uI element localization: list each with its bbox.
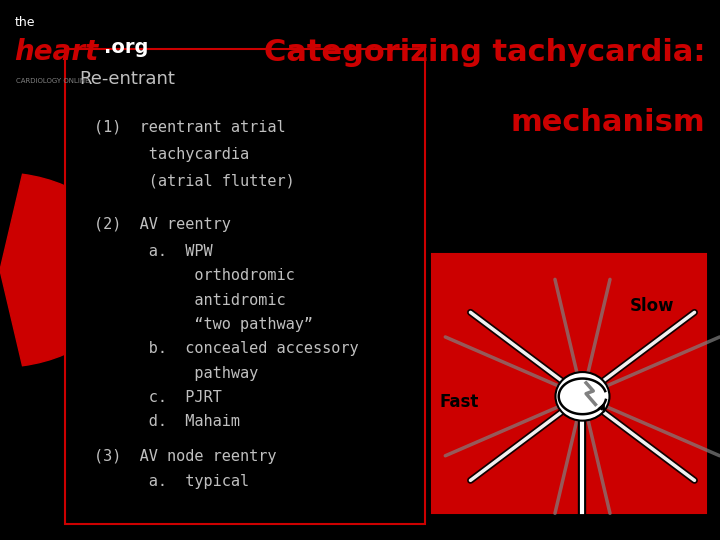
Ellipse shape — [555, 372, 609, 421]
Text: (3)  AV node reentry: (3) AV node reentry — [94, 449, 276, 464]
Text: antidromic: antidromic — [94, 293, 285, 308]
Text: mechanism: mechanism — [511, 108, 706, 137]
FancyBboxPatch shape — [65, 49, 425, 524]
Text: (2)  AV reentry: (2) AV reentry — [94, 217, 230, 232]
Text: pathway: pathway — [94, 366, 258, 381]
Text: orthodromic: orthodromic — [94, 268, 294, 284]
Text: CARDIOLOGY ONLINE: CARDIOLOGY ONLINE — [16, 78, 89, 84]
Bar — [432, 254, 706, 513]
Text: a.  WPW: a. WPW — [94, 244, 212, 259]
Text: c.  PJRT: c. PJRT — [94, 390, 221, 405]
Text: (1)  reentrant atrial: (1) reentrant atrial — [94, 120, 285, 135]
Text: tachycardia: tachycardia — [94, 147, 248, 162]
Text: heart: heart — [14, 38, 99, 66]
Text: .org: .org — [104, 38, 149, 57]
Text: b.  concealed accessory: b. concealed accessory — [94, 341, 359, 356]
Text: the: the — [14, 16, 35, 29]
Text: Slow: Slow — [629, 296, 674, 315]
Text: (atrial flutter): (atrial flutter) — [94, 174, 294, 189]
Text: d.  Mahaim: d. Mahaim — [94, 414, 240, 429]
Text: Categorizing tachycardia:: Categorizing tachycardia: — [264, 38, 706, 67]
Text: Fast: Fast — [439, 393, 479, 411]
Text: Re-entrant: Re-entrant — [79, 70, 175, 88]
Wedge shape — [0, 174, 130, 366]
Text: “two pathway”: “two pathway” — [94, 317, 312, 332]
Text: a.  typical: a. typical — [94, 474, 248, 489]
